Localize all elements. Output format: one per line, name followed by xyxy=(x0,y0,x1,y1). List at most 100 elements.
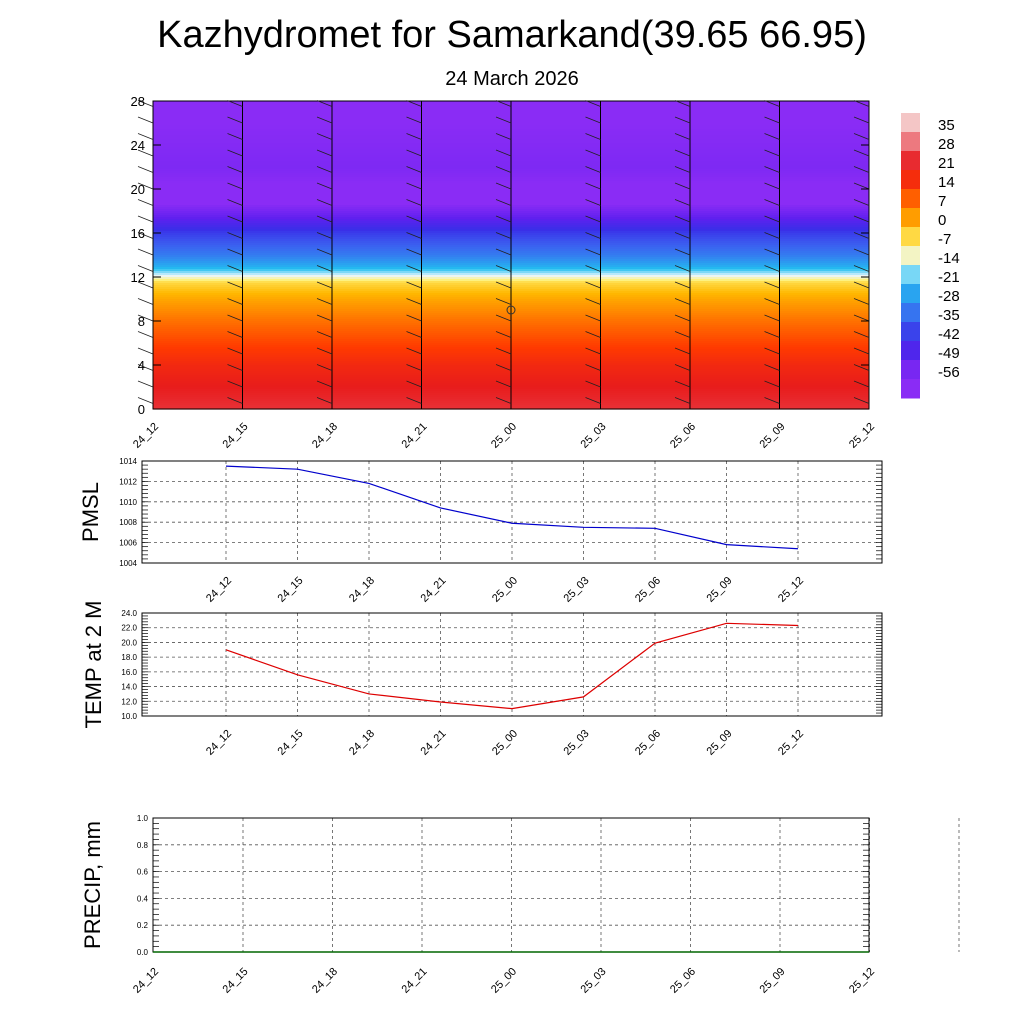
x-tick-label: 24_21 xyxy=(400,421,430,451)
x-tick-label: 24_18 xyxy=(347,728,377,758)
wind-barb xyxy=(764,116,780,124)
wind-barb xyxy=(764,380,780,388)
wind-barb xyxy=(406,116,422,124)
x-tick-label: 24_21 xyxy=(400,966,430,996)
colorbar-swatch xyxy=(901,246,920,266)
y-tick-label: 1008 xyxy=(119,518,137,527)
wind-barb xyxy=(406,199,422,206)
wind-barb xyxy=(764,248,780,256)
y-tick-label: 16.0 xyxy=(121,668,137,677)
colorbar-label: -21 xyxy=(938,269,960,286)
wind-barb xyxy=(227,100,243,107)
wind-barb xyxy=(316,265,333,272)
wind-barb xyxy=(227,116,243,124)
y-tick-label: 22.0 xyxy=(121,624,137,633)
wind-barb xyxy=(316,248,333,256)
wind-barb xyxy=(764,364,780,371)
wind-barb xyxy=(406,182,422,190)
wind-barb xyxy=(585,248,601,256)
wind-barb xyxy=(137,281,154,289)
wind-barb xyxy=(495,281,512,289)
wind-barb xyxy=(585,149,601,157)
x-tick-label: 25_06 xyxy=(668,421,698,451)
wind-barb xyxy=(674,298,691,305)
wind-barb xyxy=(406,215,422,223)
x-tick-label: 25_03 xyxy=(579,966,609,996)
plot-frame xyxy=(141,612,883,717)
wind-barb xyxy=(316,232,333,239)
wind-barb xyxy=(764,232,780,239)
colorbar-swatch xyxy=(901,284,920,304)
colorbar-label: 35 xyxy=(938,117,955,134)
wind-barb xyxy=(495,199,512,206)
wind-barb xyxy=(585,347,601,355)
wind-barb xyxy=(495,248,512,256)
wind-barb xyxy=(853,397,870,404)
wind-barb xyxy=(674,314,691,322)
y-tick-label: 20.0 xyxy=(121,638,137,647)
y-tick-label: 12.0 xyxy=(121,697,137,706)
wind-barb xyxy=(853,380,870,388)
x-tick-label: 24_15 xyxy=(276,575,306,605)
wind-barb xyxy=(853,133,870,140)
colorbar-label: -56 xyxy=(938,364,960,381)
x-tick-label: 25_12 xyxy=(776,728,806,758)
wind-barb xyxy=(585,100,601,107)
wind-barb xyxy=(495,331,512,338)
x-tick-label: 25_00 xyxy=(489,966,519,996)
wind-barb xyxy=(674,397,691,404)
wind-barb xyxy=(137,215,154,223)
x-tick-label: 24_18 xyxy=(347,575,377,605)
wind-barb xyxy=(585,364,601,371)
colorbar-swatch xyxy=(901,265,920,285)
y-tick-label: 0.4 xyxy=(137,894,149,903)
wind-barb xyxy=(137,314,154,322)
y-tick-label: 28 xyxy=(131,94,145,109)
wind-barb xyxy=(853,182,870,190)
wind-barb xyxy=(585,265,601,272)
wind-barb xyxy=(674,265,691,272)
wind-barb xyxy=(137,248,154,256)
wind-barb xyxy=(137,133,154,140)
wind-barb xyxy=(853,331,870,338)
wind-barb xyxy=(137,166,154,173)
wind-barb xyxy=(674,364,691,371)
y-axis-title: PMSL xyxy=(78,482,103,542)
wind-barb xyxy=(137,182,154,190)
wind-barb xyxy=(853,265,870,272)
wind-barb xyxy=(674,331,691,338)
x-tick-label: 24_12 xyxy=(204,728,234,758)
x-tick-label: 24_15 xyxy=(276,728,306,758)
wind-barb xyxy=(316,380,333,388)
y-tick-label: 16 xyxy=(131,226,145,241)
wind-barb xyxy=(764,298,780,305)
wind-barb xyxy=(585,116,601,124)
wind-barb xyxy=(406,314,422,322)
colorbar-label: 21 xyxy=(938,155,955,172)
wind-barb xyxy=(137,397,154,404)
x-tick-label: 25_12 xyxy=(776,575,806,605)
series-line xyxy=(225,465,799,550)
wind-barb xyxy=(764,331,780,338)
colorbar-swatch xyxy=(901,189,920,209)
wind-barb xyxy=(495,215,512,223)
wind-barb xyxy=(316,397,333,404)
y-tick-label: 0 xyxy=(138,402,145,417)
y-tick-label: 1004 xyxy=(119,559,137,568)
y-tick-label: 1006 xyxy=(119,539,137,548)
colorbar-swatch xyxy=(901,360,920,380)
x-tick-label: 25_03 xyxy=(562,575,592,605)
page-title: Kazhydromet for Samarkand(39.65 66.95) xyxy=(157,14,867,56)
wind-barb xyxy=(227,149,243,157)
wind-barb xyxy=(137,232,154,239)
x-tick-label: 24_18 xyxy=(310,966,340,996)
colorbar-label: -7 xyxy=(938,231,951,248)
wind-barb xyxy=(853,248,870,256)
colorbar-label: -14 xyxy=(938,250,960,267)
y-tick-label: 10.0 xyxy=(121,712,137,721)
wind-barb xyxy=(227,331,243,338)
wind-barb xyxy=(764,281,780,289)
y-tick-label: 14.0 xyxy=(121,683,137,692)
wind-barb xyxy=(227,182,243,190)
wind-barb xyxy=(585,215,601,223)
